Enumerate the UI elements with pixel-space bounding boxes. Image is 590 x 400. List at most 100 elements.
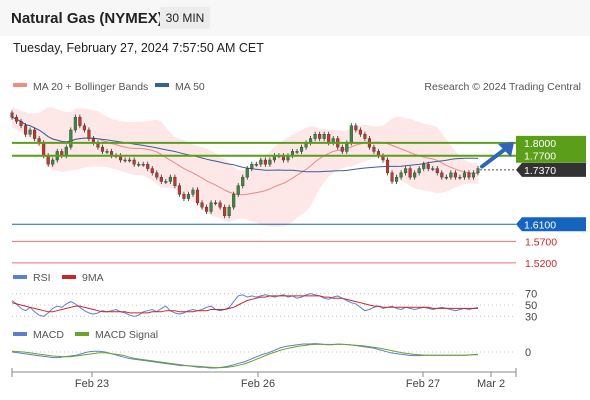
candle bbox=[173, 176, 177, 186]
ma50-legend-label: MA 50 bbox=[175, 81, 205, 93]
rsi-ma-legend-swatch bbox=[62, 275, 76, 279]
candle bbox=[214, 202, 218, 205]
candle bbox=[159, 176, 163, 182]
candle bbox=[82, 125, 86, 131]
candle bbox=[69, 129, 73, 148]
candle bbox=[358, 129, 362, 135]
candle bbox=[295, 151, 299, 153]
candle bbox=[223, 206, 227, 216]
rsi-legend: RSI 9MA bbox=[13, 272, 104, 284]
candle bbox=[87, 129, 91, 139]
candle bbox=[28, 129, 32, 135]
candle bbox=[471, 172, 476, 178]
candle bbox=[417, 168, 421, 174]
bb-legend-swatch bbox=[13, 83, 27, 87]
candle bbox=[476, 168, 480, 174]
candle bbox=[458, 176, 462, 179]
macd-legend: MACD MACD Signal bbox=[13, 329, 158, 341]
pivot-label: 1.6100 bbox=[524, 219, 556, 231]
candle bbox=[422, 164, 426, 169]
timestamp: Tuesday, February 27, 2024 7:57:50 AM CE… bbox=[13, 41, 264, 55]
resistance-label: 1.7700 bbox=[524, 151, 556, 163]
candle bbox=[164, 181, 168, 183]
candle bbox=[318, 134, 322, 139]
resistance-label: 1.8000 bbox=[524, 138, 556, 150]
rsi-tick-label: 50 bbox=[525, 300, 537, 312]
candle bbox=[195, 189, 200, 204]
candle bbox=[449, 172, 453, 178]
candle bbox=[78, 116, 82, 126]
candle bbox=[232, 194, 236, 208]
candle bbox=[345, 142, 349, 152]
candle bbox=[209, 202, 213, 212]
candle bbox=[354, 125, 358, 131]
candle bbox=[42, 142, 46, 156]
candle bbox=[254, 164, 258, 166]
candle bbox=[259, 159, 263, 165]
candle bbox=[200, 202, 204, 208]
macd-pane: 0 bbox=[11, 343, 531, 369]
candle bbox=[453, 172, 457, 178]
interval-button[interactable]: 30 MIN bbox=[160, 7, 210, 29]
ma50-legend-swatch bbox=[155, 83, 169, 87]
candle bbox=[250, 164, 254, 169]
macd-legend-label: MACD bbox=[33, 329, 64, 341]
macd-line bbox=[11, 343, 479, 369]
candle bbox=[349, 125, 353, 144]
candle bbox=[227, 206, 231, 216]
candle bbox=[155, 172, 159, 178]
candle bbox=[168, 176, 172, 182]
macd-legend-swatch bbox=[13, 332, 27, 336]
candle bbox=[33, 129, 37, 139]
candle bbox=[137, 164, 141, 166]
candle bbox=[241, 176, 245, 186]
rsi-legend-swatch bbox=[13, 275, 27, 279]
price-legend: MA 20 + Bollinger Bands MA 50 Research ©… bbox=[13, 81, 581, 93]
candle bbox=[313, 134, 317, 139]
bb-legend-label: MA 20 + Bollinger Bands bbox=[33, 81, 148, 93]
candle bbox=[268, 159, 272, 165]
candle bbox=[123, 159, 127, 162]
resistance-tag bbox=[516, 148, 586, 163]
forecast-arrowhead bbox=[498, 142, 514, 157]
candle bbox=[150, 168, 154, 174]
candle bbox=[363, 134, 367, 139]
candle bbox=[322, 134, 326, 139]
signal-legend-label: MACD Signal bbox=[95, 329, 158, 341]
candle bbox=[132, 159, 136, 165]
macd-signal-line bbox=[11, 343, 478, 369]
candle bbox=[408, 168, 412, 178]
forecast-arrow bbox=[480, 148, 506, 169]
rsi-ma-legend-label: 9MA bbox=[82, 272, 104, 284]
candle bbox=[340, 146, 344, 152]
candle bbox=[404, 168, 408, 174]
time-axis: Feb 23 Feb 26 Feb 27 Mar 2 bbox=[11, 368, 517, 390]
macd-tick-label: 0 bbox=[525, 347, 531, 359]
rsi-tick-label: 30 bbox=[525, 311, 537, 323]
support-label: 1.5200 bbox=[525, 258, 557, 270]
x-tick-label: Feb 27 bbox=[406, 378, 440, 390]
support-label: 1.5700 bbox=[525, 236, 557, 248]
candle bbox=[327, 134, 331, 144]
candle bbox=[300, 146, 304, 152]
candle bbox=[399, 172, 403, 178]
candle bbox=[426, 164, 430, 169]
candle bbox=[467, 172, 471, 178]
candle bbox=[431, 168, 435, 170]
candle bbox=[182, 194, 186, 199]
bollinger-band bbox=[12, 106, 478, 227]
candle bbox=[191, 189, 195, 195]
candle bbox=[245, 168, 249, 178]
candle bbox=[413, 172, 417, 178]
chart-header: Natural Gas (NYMEX) 30 MIN bbox=[0, 0, 590, 36]
candle bbox=[390, 172, 394, 182]
pivot-tag bbox=[516, 217, 586, 232]
resistance-tag bbox=[516, 135, 586, 150]
candle bbox=[218, 202, 222, 208]
candle bbox=[64, 146, 68, 156]
candle bbox=[372, 146, 376, 152]
candle bbox=[444, 176, 448, 179]
